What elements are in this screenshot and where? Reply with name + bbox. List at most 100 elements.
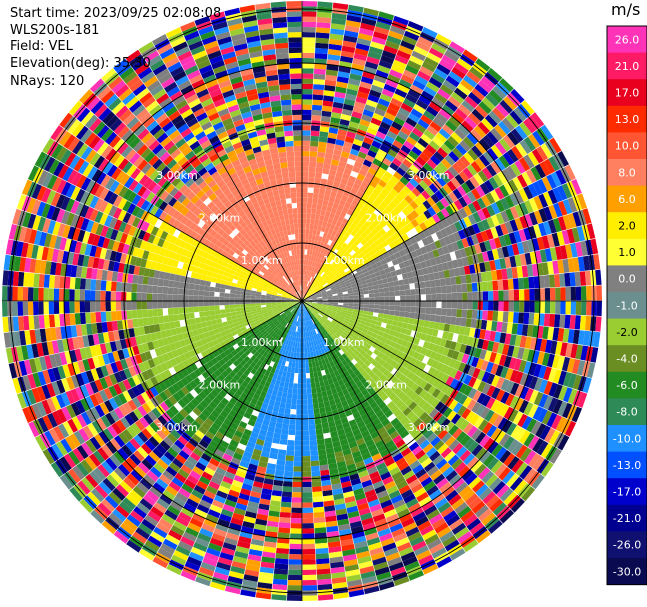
range-gate <box>195 416 205 426</box>
range-gate <box>473 125 487 138</box>
range-gate <box>338 279 345 285</box>
range-gate <box>307 336 311 342</box>
range-gate <box>291 308 296 313</box>
range-gate <box>442 407 453 418</box>
range-gate <box>314 63 327 70</box>
range-gate <box>410 289 416 296</box>
range-gate <box>244 376 252 384</box>
range-gate <box>437 88 451 100</box>
range-gate <box>440 394 450 405</box>
range-gate <box>399 176 409 186</box>
range-gate <box>328 281 334 286</box>
range-gate <box>557 434 570 451</box>
range-gate <box>463 75 478 88</box>
range-gate <box>319 131 329 138</box>
range-gate <box>294 315 298 321</box>
range-gate <box>349 277 356 283</box>
range-gate <box>477 209 487 221</box>
range-gate <box>241 483 253 491</box>
range-gate <box>262 551 276 559</box>
range-gate <box>362 310 369 315</box>
range-gate <box>327 378 334 385</box>
range-gate <box>69 487 83 502</box>
range-gate <box>418 231 427 240</box>
range-gate <box>369 259 376 266</box>
range-gate <box>268 371 275 379</box>
range-gate <box>349 319 356 324</box>
range-gate <box>408 336 416 344</box>
range-gate <box>339 438 349 446</box>
range-gate <box>335 273 341 279</box>
range-gate <box>150 531 165 543</box>
range-gate <box>489 498 504 512</box>
range-gate <box>446 260 454 270</box>
range-gate <box>509 255 517 268</box>
range-gate <box>524 374 534 388</box>
range-gate <box>445 215 454 226</box>
range-gate <box>250 397 258 405</box>
range-gate <box>307 352 311 358</box>
range-gate <box>367 397 375 405</box>
range-gate <box>262 386 269 393</box>
range-gate <box>468 92 482 105</box>
range-gate <box>240 359 247 367</box>
range-gate <box>389 25 406 36</box>
range-gate <box>356 258 363 265</box>
range-gate <box>392 139 404 149</box>
range-gate <box>376 204 385 213</box>
range-gate <box>372 188 381 197</box>
range-gate <box>510 382 520 396</box>
range-gate <box>477 380 487 393</box>
range-gate <box>327 245 333 252</box>
range-gate <box>413 256 420 264</box>
range-gate <box>436 301 442 308</box>
range-gate <box>382 504 395 514</box>
range-gate <box>382 232 390 240</box>
range-gate <box>361 205 369 213</box>
range-gate <box>422 563 439 575</box>
range-gate <box>160 425 171 437</box>
range-gate <box>315 382 321 388</box>
range-gate <box>325 447 335 455</box>
range-gate <box>375 261 383 268</box>
range-gate <box>390 226 399 234</box>
range-gate <box>339 118 350 126</box>
range-gate <box>302 388 307 395</box>
range-gate <box>252 393 260 401</box>
range-gate <box>482 151 495 164</box>
range-gate <box>316 275 321 280</box>
range-gate <box>344 201 352 209</box>
range-gate <box>409 427 420 438</box>
range-gate <box>360 356 368 363</box>
range-gate <box>369 413 379 422</box>
range-gate <box>254 370 261 378</box>
range-gate <box>290 372 295 379</box>
range-gate <box>489 260 497 271</box>
range-gate <box>365 172 375 180</box>
range-gate <box>523 277 530 289</box>
range-gate <box>445 489 459 502</box>
range-gate <box>317 397 324 404</box>
range-gate <box>346 397 354 405</box>
range-gate <box>398 78 412 89</box>
range-gate <box>538 313 545 326</box>
range-gate <box>403 420 413 430</box>
range-gate <box>213 377 222 386</box>
range-gate <box>345 431 354 439</box>
range-gate <box>304 321 306 327</box>
range-gate <box>347 310 353 315</box>
range-gate <box>331 435 340 443</box>
range-gate <box>302 507 314 514</box>
range-gate <box>454 87 468 100</box>
range-gate <box>242 521 255 529</box>
range-gate <box>539 339 548 353</box>
range-gate <box>381 50 396 60</box>
range-gate <box>174 472 187 484</box>
range-gate <box>286 393 293 399</box>
range-gate <box>288 312 293 318</box>
range-gate <box>325 442 334 450</box>
range-gate <box>388 265 396 272</box>
range-gate <box>506 267 513 279</box>
range-gate <box>358 470 369 478</box>
range-gate <box>315 322 319 328</box>
